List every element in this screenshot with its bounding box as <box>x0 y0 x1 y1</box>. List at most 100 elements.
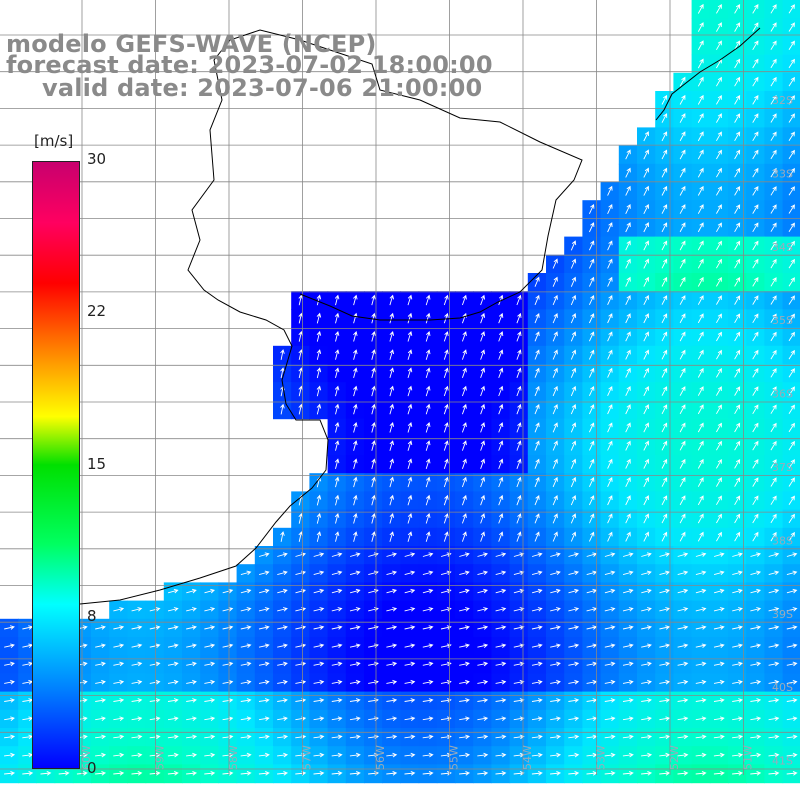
wind-arrow <box>459 679 470 685</box>
wind-arrow <box>716 331 722 342</box>
wind-arrow <box>697 222 704 233</box>
wind-arrow <box>349 552 361 557</box>
wind-arrow <box>659 679 671 685</box>
wind-arrow <box>552 422 558 433</box>
wind-arrow <box>389 349 395 360</box>
wind-arrow <box>734 477 741 487</box>
wind-arrow <box>407 513 413 524</box>
wind-arrow <box>659 643 671 649</box>
latitude-label: 34S <box>772 241 793 254</box>
wind-arrow <box>570 240 577 251</box>
wind-arrow <box>716 222 722 233</box>
wind-arrow <box>534 440 540 451</box>
wind-arrow <box>316 494 322 506</box>
wind-arrow <box>697 422 704 433</box>
wind-arrow <box>422 716 434 721</box>
wind-arrow <box>95 643 106 649</box>
wind-arrow <box>734 386 741 396</box>
wind-arrow <box>695 661 707 667</box>
wind-arrow <box>131 698 143 703</box>
wind-arrow <box>552 404 558 415</box>
latitude-label: 40S <box>772 681 793 694</box>
wind-arrow <box>607 495 613 506</box>
wind-arrow <box>570 495 577 506</box>
wind-arrow <box>4 716 15 721</box>
wind-arrow <box>734 422 741 433</box>
wind-arrow <box>240 607 252 612</box>
wind-arrow <box>788 313 795 323</box>
wind-arrow <box>353 385 358 397</box>
wind-arrow <box>477 625 489 630</box>
wind-arrow <box>277 734 289 740</box>
wind-arrow <box>770 386 777 396</box>
wind-arrow <box>661 240 668 251</box>
wind-arrow <box>4 770 16 776</box>
wind-arrow <box>425 458 431 470</box>
wind-arrow <box>531 552 543 557</box>
wind-arrow <box>679 477 686 487</box>
wind-arrow <box>752 386 759 396</box>
wind-arrow <box>604 752 616 758</box>
longitude-label: 51W <box>742 745 755 770</box>
wind-arrow <box>659 607 671 612</box>
wind-arrow <box>407 367 413 379</box>
wind-arrow <box>588 313 595 324</box>
wind-arrow <box>552 258 558 269</box>
wind-arrow <box>461 294 467 306</box>
wind-arrow <box>531 752 543 758</box>
wind-arrow <box>752 477 759 487</box>
wind-arrow <box>768 734 780 740</box>
wind-arrow <box>770 477 777 487</box>
wind-arrow <box>407 312 413 324</box>
colorbar-tick-30: 30 <box>87 150 107 168</box>
wind-arrow <box>477 588 489 594</box>
wind-arrow <box>513 716 525 721</box>
wind-arrow <box>677 643 689 649</box>
wind-arrow <box>334 294 340 306</box>
wind-arrow <box>498 403 504 415</box>
longitude-labels: 60W 59W 58W 57W 56W 55W 54W 53W 52W 51W <box>80 745 755 770</box>
wind-arrow <box>331 625 343 630</box>
wind-arrow <box>313 698 325 703</box>
wind-arrow <box>697 131 704 142</box>
wind-arrow <box>588 440 595 451</box>
wind-arrow <box>641 770 653 776</box>
wind-arrow <box>353 531 358 542</box>
wind-arrow <box>768 752 780 758</box>
wind-arrow <box>22 770 34 776</box>
wind-arrow <box>353 403 358 415</box>
wind-arrow <box>588 385 595 396</box>
wind-arrow <box>331 588 343 594</box>
wind-arrow <box>531 716 543 721</box>
wind-arrow <box>131 625 143 630</box>
wind-arrow <box>661 131 668 142</box>
wind-arrow <box>752 222 759 233</box>
latitude-label: 38S <box>772 534 793 547</box>
wind-arrow <box>679 113 686 123</box>
wind-arrow <box>752 422 759 433</box>
wind-arrow <box>425 385 431 397</box>
wind-arrow <box>422 570 434 576</box>
wind-arrow <box>222 625 234 630</box>
wind-arrow <box>661 295 668 305</box>
wind-arrow <box>443 513 449 524</box>
wind-arrow <box>770 22 777 32</box>
wind-arrow <box>734 113 741 123</box>
wind-arrow <box>331 661 343 667</box>
wind-arrow <box>531 643 543 649</box>
wind-arrow <box>752 295 759 305</box>
wind-arrow <box>716 440 722 451</box>
wind-arrow <box>552 294 558 306</box>
wind-arrow <box>552 531 558 542</box>
wind-arrow <box>167 661 179 667</box>
wind-arrow <box>461 494 467 506</box>
wind-arrow <box>461 476 467 488</box>
wind-arrow <box>697 240 704 251</box>
wind-arrow <box>386 770 398 776</box>
wind-arrow <box>788 349 795 360</box>
wind-arrow <box>149 607 161 612</box>
wind-arrow <box>661 386 668 396</box>
wind-arrow <box>732 607 743 612</box>
wind-arrow <box>622 607 634 612</box>
wind-arrow <box>404 716 416 721</box>
